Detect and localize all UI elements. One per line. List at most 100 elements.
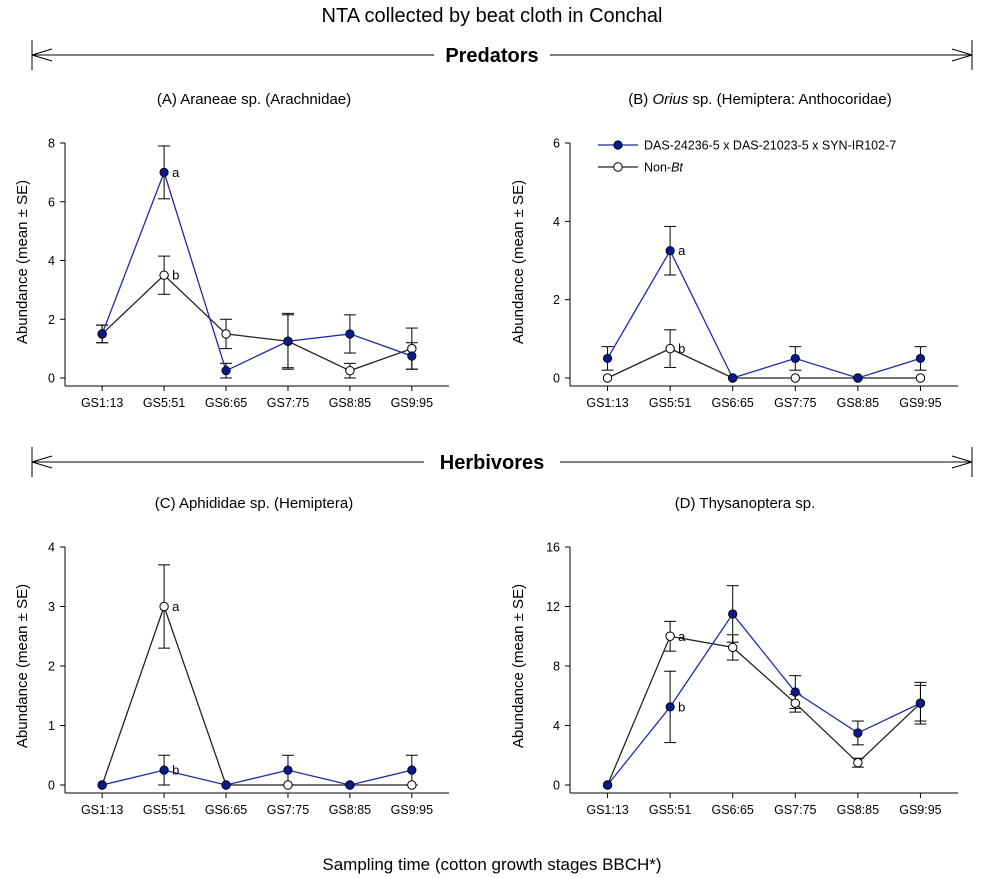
x-tick-label: GS5:51 <box>649 396 691 410</box>
series-line-bt <box>102 769 412 786</box>
section-label-herbivores: Herbivores <box>440 452 545 474</box>
legend-label-bt: DAS-24236-5 x DAS-21023-5 x SYN-IR102-7 <box>644 139 896 153</box>
data-point-bt <box>97 329 107 339</box>
data-point-bt <box>283 336 293 346</box>
series-line-non-bt <box>101 604 412 786</box>
significance-letter: b <box>678 699 685 714</box>
series-line-bt <box>101 170 413 372</box>
y-tick-label: 8 <box>48 137 55 151</box>
significance-letter: a <box>172 165 180 180</box>
x-tick-label: GS5:51 <box>143 396 185 410</box>
data-point-bt <box>97 780 107 790</box>
data-point-bt <box>728 373 738 383</box>
data-point-non-bt <box>221 329 231 339</box>
data-point-bt <box>221 366 231 376</box>
data-point-bt <box>602 780 613 790</box>
data-point-bt <box>790 687 800 697</box>
y-tick-label: 0 <box>48 372 55 386</box>
arrow-left-icon <box>31 48 53 62</box>
data-point-non-bt <box>665 343 675 354</box>
x-tick-label: GS7:75 <box>267 396 309 410</box>
section-label-predators: Predators <box>445 45 538 67</box>
data-point-non-bt <box>159 270 169 280</box>
arrow-right-icon <box>951 455 973 469</box>
x-tick-label: GS9:95 <box>899 803 941 817</box>
x-tick-label: GS7:75 <box>774 396 816 410</box>
panel-title-part: sp. (Hemiptera: Anthocoridae) <box>688 91 891 108</box>
data-point-bt <box>283 765 293 775</box>
data-point-bt <box>915 353 926 364</box>
data-point-bt <box>665 246 675 256</box>
data-point-non-bt <box>853 757 863 768</box>
y-tick-label: 1 <box>48 719 55 733</box>
significance-letter: b <box>678 341 685 356</box>
x-tick-label: GS8:85 <box>837 803 879 817</box>
data-point-non-bt <box>790 373 800 383</box>
x-tick-label: GS1:13 <box>81 396 123 410</box>
significance-letter: a <box>678 629 686 644</box>
y-tick-label: 8 <box>553 660 560 674</box>
series-line-bt <box>606 249 921 379</box>
x-tick-label: GS8:85 <box>329 396 371 410</box>
section-herbivores: Herbivores <box>31 447 973 477</box>
y-tick-label: 0 <box>553 779 560 793</box>
arrow-left-icon <box>31 455 53 469</box>
panel-title-italic: Orius <box>652 91 688 108</box>
data-point-non-bt <box>407 780 417 790</box>
series-line-non-bt <box>606 635 921 786</box>
x-axis-label: Sampling time (cotton growth stages BBCH… <box>322 855 661 874</box>
x-tick-label: GS1:13 <box>586 396 628 410</box>
panel-title: (A) Araneae sp. (Arachnidae) <box>157 91 351 108</box>
y-axis-label: Abundance (mean ± SE) <box>14 584 31 748</box>
x-tick-label: GS5:51 <box>143 803 185 817</box>
data-point-bt <box>159 765 169 775</box>
legend-label-non-bt-prefix: Non- <box>644 161 671 175</box>
y-tick-label: 4 <box>48 254 55 268</box>
data-point-bt <box>665 702 675 712</box>
significance-letter: b <box>172 763 179 778</box>
series-line-non-bt <box>101 274 413 372</box>
data-point-bt <box>407 351 417 361</box>
figure-title: NTA collected by beat cloth in Conchal <box>322 5 663 27</box>
y-tick-label: 16 <box>546 541 560 555</box>
y-tick-label: 2 <box>48 313 55 327</box>
data-point-non-bt <box>665 631 675 641</box>
legend-marker-bt <box>613 140 623 150</box>
chart-panel-c: (C) Aphididae sp. (Hemiptera) 0 1 2 3 4 GS1:13… <box>14 495 449 817</box>
data-point-non-bt <box>159 601 169 612</box>
data-point-bt <box>728 609 738 619</box>
x-tick-label: GS6:65 <box>205 803 247 817</box>
x-tick-label: GS1:13 <box>586 803 628 817</box>
section-predators: Predators <box>31 40 973 70</box>
chart-panel-d: (D) Thysanoptera sp. 0 4 8 12 16 GS1:13 GS5:51 G… <box>510 495 958 817</box>
significance-letter: b <box>172 268 179 283</box>
y-tick-label: 12 <box>546 600 560 614</box>
y-tick-label: 4 <box>553 215 560 229</box>
data-point-bt <box>345 329 355 339</box>
y-axis-label: Abundance (mean ± SE) <box>510 180 527 344</box>
x-tick-label: GS5:51 <box>649 803 691 817</box>
x-tick-label: GS9:95 <box>899 396 941 410</box>
y-tick-label: 0 <box>553 372 560 386</box>
data-point-bt <box>221 780 231 790</box>
y-axis-label: Abundance (mean ± SE) <box>14 180 31 344</box>
x-tick-label: GS1:13 <box>81 803 123 817</box>
x-tick-label: GS6:65 <box>712 396 754 410</box>
legend-label-non-bt: Non-Bt <box>644 161 683 175</box>
data-point-non-bt <box>790 698 800 708</box>
y-axis-label: Abundance (mean ± SE) <box>510 584 527 748</box>
data-point-bt <box>915 698 926 708</box>
x-tick-label: GS6:65 <box>205 396 247 410</box>
y-tick-label: 2 <box>48 660 55 674</box>
data-point-non-bt <box>345 365 355 376</box>
arrow-right-icon <box>951 48 973 62</box>
y-tick-label: 0 <box>48 779 55 793</box>
y-tick-label: 6 <box>553 137 560 151</box>
data-point-bt <box>853 728 863 738</box>
data-point-non-bt <box>728 642 738 653</box>
series-line-bt <box>607 612 921 786</box>
y-tick-label: 4 <box>553 719 560 733</box>
x-tick-label: GS8:85 <box>837 396 879 410</box>
y-tick-label: 4 <box>48 541 55 555</box>
panel-title: (D) Thysanoptera sp. <box>675 495 816 512</box>
